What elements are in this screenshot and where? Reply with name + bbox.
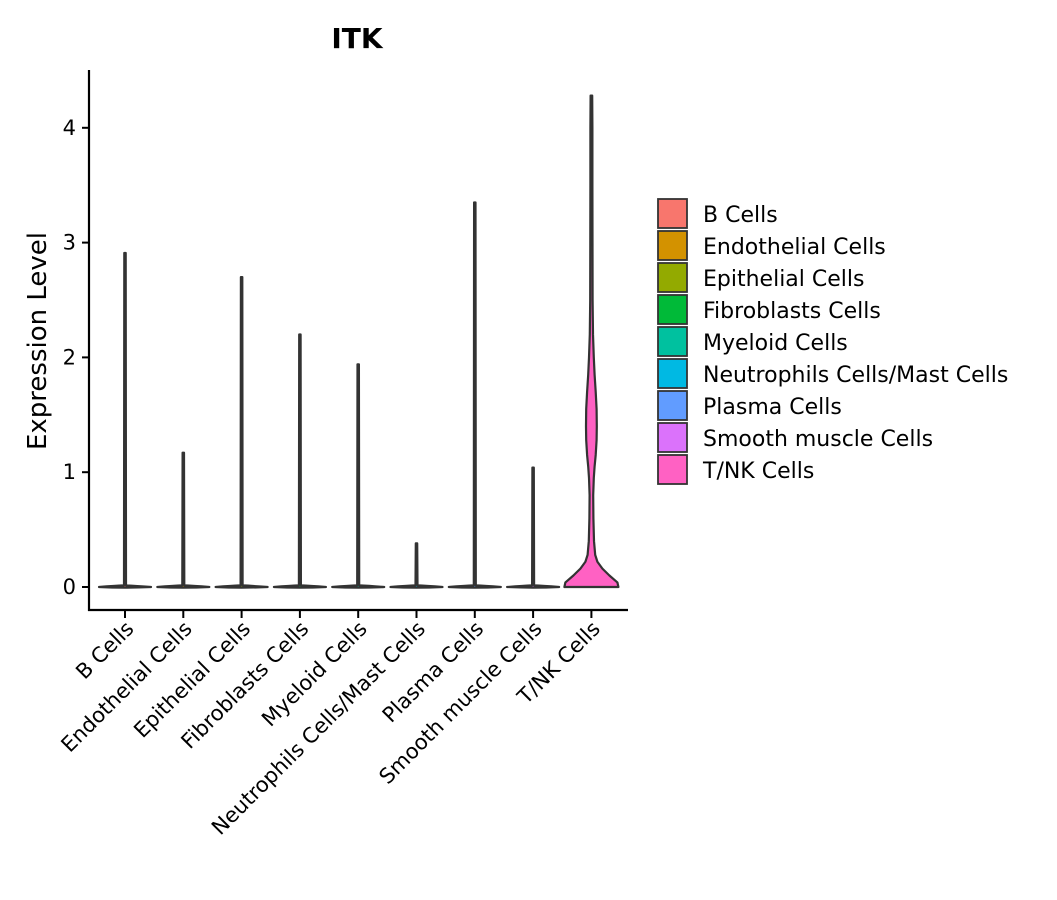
- chart-title: ITK: [331, 22, 384, 55]
- violin-neutrophils-cells-mast-cells: [389, 542, 444, 589]
- violin-epithelial-cells: [214, 275, 269, 589]
- legend-label-smooth-muscle-cells: Smooth muscle Cells: [703, 427, 933, 452]
- violin-endothelial-cells: [156, 451, 211, 589]
- violin-fibroblasts-cells: [272, 333, 327, 589]
- legend-label-b-cells: B Cells: [703, 203, 778, 228]
- violin-layer: [97, 94, 620, 589]
- violin-smooth-muscle-cells: [506, 466, 561, 589]
- legend-swatch-plasma-cells: [657, 390, 688, 421]
- legend-label-epithelial-cells: Epithelial Cells: [703, 267, 864, 292]
- violin-b-cells: [97, 251, 153, 589]
- legend-swatch-smooth-muscle-cells: [657, 422, 688, 453]
- y-tick-label: 0: [63, 575, 76, 599]
- y-tick-label: 1: [63, 460, 76, 484]
- legend-label-t-nk-cells: T/NK Cells: [702, 459, 814, 484]
- legend: B Cells Endothelial Cells Epithelial Cells…: [657, 198, 1008, 485]
- y-tick-label: 2: [63, 345, 76, 369]
- legend-swatch-epithelial-cells: [657, 262, 688, 293]
- legend-swatch-endothelial-cells: [657, 230, 688, 261]
- x-tick-label-plasma-cells: Plasma Cells: [378, 617, 489, 728]
- y-axis-label: Expression Level: [23, 232, 53, 450]
- legend-label-plasma-cells: Plasma Cells: [703, 395, 842, 420]
- x-tick-label-neutrophils-cells-mast-cells: Neutrophils Cells/Mast Cells: [207, 617, 430, 840]
- legend-label-myeloid-cells: Myeloid Cells: [703, 331, 848, 356]
- legend-swatch-fibroblasts-cells: [657, 294, 688, 325]
- legend-label-fibroblasts-cells: Fibroblasts Cells: [703, 299, 881, 324]
- y-tick-label: 3: [63, 231, 76, 255]
- legend-label-endothelial-cells: Endothelial Cells: [703, 235, 886, 260]
- y-axis-ticks: 0 1 2 3 4: [63, 116, 89, 599]
- violin-plasma-cells: [447, 201, 502, 589]
- legend-label-neutrophils-cells-mast-cells: Neutrophils Cells/Mast Cells: [703, 363, 1008, 388]
- legend-swatch-b-cells: [657, 198, 688, 229]
- legend-swatch-myeloid-cells: [657, 326, 688, 357]
- violin-t-nk-cells: [563, 94, 620, 589]
- legend-swatch-neutrophils-cells-mast-cells: [657, 358, 688, 389]
- legend-swatch-t-nk-cells: [657, 454, 688, 485]
- violin-myeloid-cells: [331, 363, 386, 589]
- y-tick-label: 4: [63, 116, 76, 140]
